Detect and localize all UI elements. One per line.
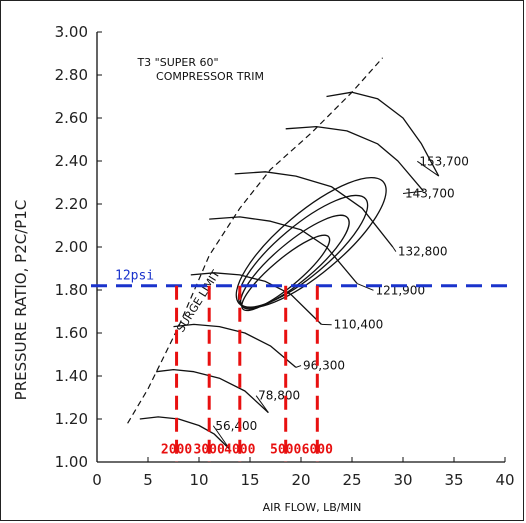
x-tick-label: 10 bbox=[189, 471, 208, 489]
speed-leader bbox=[392, 246, 397, 252]
rpm-markers: 2000 3000 4000 5000 6000 bbox=[161, 285, 333, 462]
rpm-label: 4000 bbox=[224, 442, 255, 457]
speed-leader bbox=[417, 160, 439, 177]
y-tick-label: 1.40 bbox=[55, 367, 88, 385]
y-tick-label: 2.80 bbox=[55, 66, 88, 84]
speed-leader bbox=[402, 190, 424, 195]
x-tick-label: 40 bbox=[495, 471, 514, 489]
y-tick-label: 3.00 bbox=[55, 23, 88, 41]
y-tick-label: 1.20 bbox=[55, 410, 88, 428]
rpm-label: 3000 bbox=[194, 442, 225, 457]
chart-subtitle: COMPRESSOR TRIM bbox=[156, 70, 264, 83]
speed-line bbox=[156, 368, 269, 414]
speed-leader bbox=[356, 283, 374, 291]
speed-leader bbox=[295, 365, 302, 368]
speed-line-label: 56,400 bbox=[215, 419, 257, 433]
x-tick-label: 30 bbox=[393, 471, 412, 489]
speed-line-label: 96,300 bbox=[303, 359, 345, 373]
x-tick-label: 5 bbox=[143, 471, 153, 489]
speed-line bbox=[234, 171, 394, 248]
rpm-label: 5000 bbox=[270, 442, 301, 457]
x-axis-ticks: 0 5 10 15 20 25 30 35 40 bbox=[92, 457, 515, 489]
speed-line-label: 78,800 bbox=[258, 389, 300, 403]
speed-leader bbox=[212, 425, 231, 450]
speed-line-label: 110,400 bbox=[334, 318, 384, 332]
speed-line bbox=[326, 91, 440, 177]
y-axis-label: PRESSURE RATIO, P2C/P1C bbox=[12, 200, 30, 401]
speed-line-label: 153,700 bbox=[419, 154, 469, 168]
speed-line-label: 143,700 bbox=[405, 187, 455, 201]
x-axis-label: AIR FLOW, LB/MIN bbox=[263, 501, 362, 514]
y-tick-label: 2.20 bbox=[55, 195, 88, 213]
x-tick-label: 25 bbox=[342, 471, 361, 489]
speed-line bbox=[139, 416, 231, 450]
speed-line bbox=[285, 125, 424, 192]
efficiency-island bbox=[235, 176, 387, 309]
x-tick-label: 0 bbox=[92, 471, 102, 489]
y-tick-label: 2.40 bbox=[55, 152, 88, 170]
y-tick-label: 2.60 bbox=[55, 109, 88, 127]
speed-lines: 56,400 78,800 96,300 110,400 121,900 132,800 1… bbox=[139, 91, 469, 450]
surge-limit-path bbox=[127, 57, 384, 424]
y-axis-ticks: 1.00 1.20 1.40 1.60 1.80 2.00 2.20 2.40 2.60 2.80… bbox=[55, 23, 102, 471]
rpm-label: 6000 bbox=[302, 442, 333, 457]
boost-line: 12psi bbox=[91, 269, 509, 288]
speed-line-label: 121,900 bbox=[375, 283, 425, 297]
rpm-label: 2000 bbox=[161, 442, 192, 457]
boost-label: 12psi bbox=[115, 269, 154, 284]
efficiency-island bbox=[240, 214, 350, 310]
efficiency-islands bbox=[235, 176, 387, 312]
speed-line bbox=[173, 323, 297, 368]
y-tick-label: 2.00 bbox=[55, 238, 88, 256]
speed-leader bbox=[255, 395, 269, 413]
y-tick-label: 1.80 bbox=[55, 281, 88, 299]
efficiency-island bbox=[241, 234, 331, 312]
x-tick-label: 15 bbox=[240, 471, 259, 489]
speed-line-label: 132,800 bbox=[398, 245, 448, 259]
y-tick-label: 1.00 bbox=[55, 453, 88, 471]
chart-title: T3 "SUPER 60" bbox=[136, 56, 218, 69]
speed-line bbox=[190, 272, 322, 325]
x-tick-label: 35 bbox=[444, 471, 463, 489]
efficiency-island bbox=[237, 194, 369, 308]
x-tick-label: 20 bbox=[291, 471, 310, 489]
y-tick-label: 1.60 bbox=[55, 324, 88, 342]
